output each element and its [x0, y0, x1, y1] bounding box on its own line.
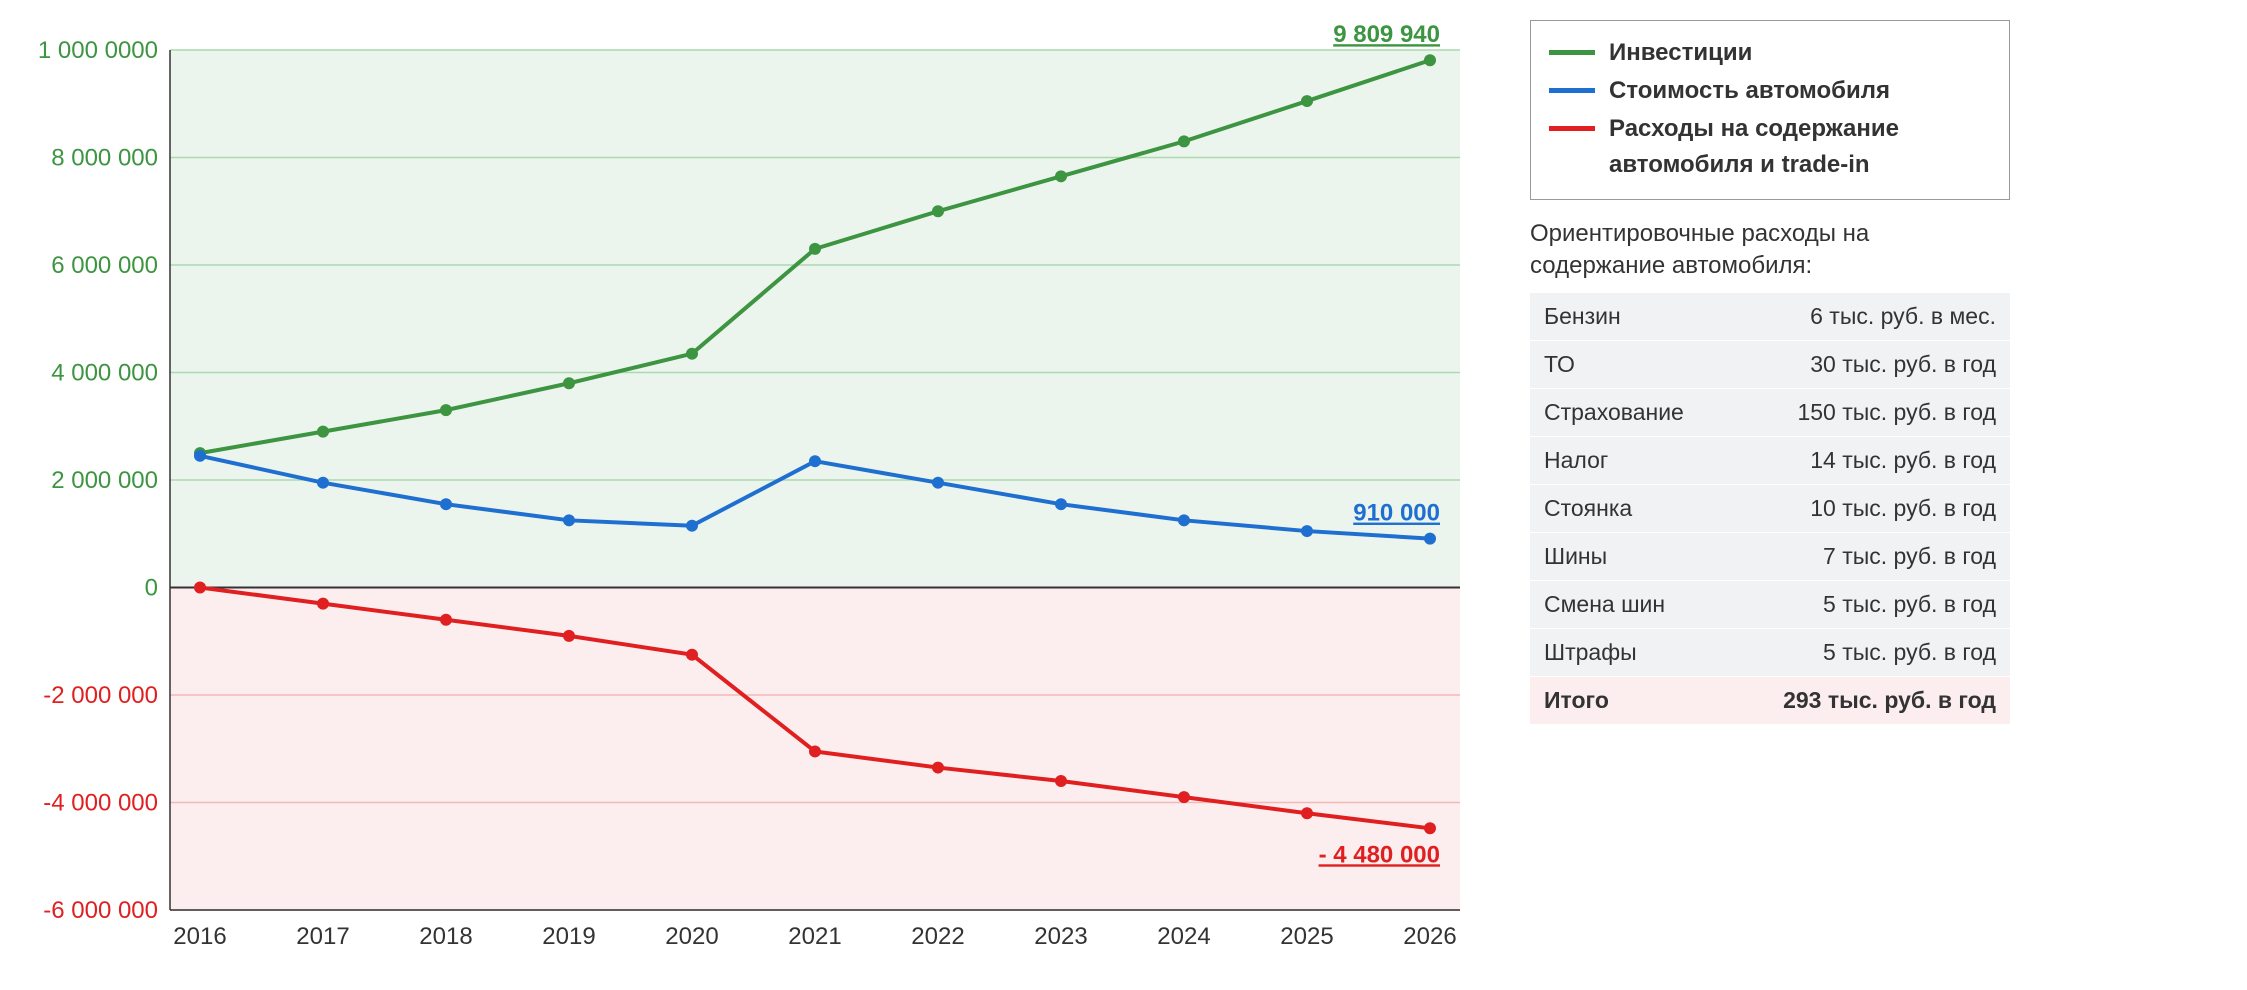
series-marker-expenses — [317, 598, 329, 610]
series-marker-expenses — [809, 745, 821, 757]
legend-swatch — [1549, 126, 1595, 131]
y-tick-label: 0 — [145, 575, 158, 602]
table-row: Смена шин5 тыс. руб. в год — [1530, 580, 2010, 628]
series-marker-car_value — [809, 455, 821, 467]
expense-value: 5 тыс. руб. в год — [1727, 580, 2010, 628]
x-tick-label: 2019 — [542, 923, 595, 950]
x-tick-label: 2022 — [911, 923, 964, 950]
legend-label: Инвестиции — [1609, 35, 1752, 71]
series-endlabel-expenses: - 4 480 000 — [1319, 841, 1440, 868]
series-marker-expenses — [1055, 775, 1067, 787]
x-tick-label: 2020 — [665, 923, 718, 950]
series-marker-car_value — [317, 477, 329, 489]
y-tick-label: 2 000 000 — [51, 467, 158, 494]
table-row: Шины7 тыс. руб. в год — [1530, 532, 2010, 580]
expense-value: 14 тыс. руб. в год — [1727, 436, 2010, 484]
series-marker-expenses — [1424, 822, 1436, 834]
y-tick-label: -2 000 000 — [43, 682, 158, 709]
series-marker-investments — [809, 243, 821, 255]
series-marker-investments — [440, 404, 452, 416]
series-marker-expenses — [1301, 807, 1313, 819]
series-marker-car_value — [1178, 514, 1190, 526]
table-row: ТО30 тыс. руб. в год — [1530, 340, 2010, 388]
y-tick-label: -6 000 000 — [43, 897, 158, 924]
positive-band — [170, 50, 1460, 588]
y-tick-label: 4 000 000 — [51, 360, 158, 387]
series-marker-expenses — [932, 762, 944, 774]
expense-name: Штрафы — [1530, 628, 1727, 676]
legend-item: Расходы на содержание автомобиля и trade… — [1549, 111, 1991, 183]
series-marker-car_value — [1424, 533, 1436, 545]
series-endlabel-investments: 9 809 940 — [1333, 21, 1440, 48]
expense-value: 7 тыс. руб. в год — [1727, 532, 2010, 580]
series-marker-investments — [1178, 135, 1190, 147]
x-tick-label: 2021 — [788, 923, 841, 950]
x-tick-label: 2016 — [173, 923, 226, 950]
line-chart: -6 000 000 -4 000 000 -2 000 000 0 2 000 000… — [20, 20, 1500, 970]
series-marker-investments — [1301, 95, 1313, 107]
legend-swatch — [1549, 50, 1595, 55]
expense-name: ТО — [1530, 340, 1727, 388]
legend-item: Стоимость автомобиля — [1549, 73, 1991, 109]
series-endlabel-car_value: 910 000 — [1353, 500, 1440, 527]
expense-value: 6 тыс. руб. в мес. — [1727, 293, 2010, 341]
series-marker-investments — [563, 377, 575, 389]
series-marker-expenses — [1178, 791, 1190, 803]
series-marker-investments — [932, 205, 944, 217]
table-row: Бензин6 тыс. руб. в мес. — [1530, 293, 2010, 341]
legend-label: Стоимость автомобиля — [1609, 73, 1890, 109]
y-tick-label: 1 000 0000 — [38, 37, 158, 64]
series-marker-investments — [317, 426, 329, 438]
expense-value: 10 тыс. руб. в год — [1727, 484, 2010, 532]
series-marker-car_value — [1055, 498, 1067, 510]
x-tick-label: 2018 — [419, 923, 472, 950]
expenses-table: Бензин6 тыс. руб. в мес.ТО30 тыс. руб. в… — [1530, 293, 2010, 725]
expense-value: 293 тыс. руб. в год — [1727, 676, 2010, 724]
series-marker-car_value — [1301, 525, 1313, 537]
x-tick-label: 2025 — [1280, 923, 1333, 950]
series-marker-investments — [1424, 54, 1436, 66]
expense-value: 5 тыс. руб. в год — [1727, 628, 2010, 676]
expense-value: 30 тыс. руб. в год — [1727, 340, 2010, 388]
expense-name: Шины — [1530, 532, 1727, 580]
series-marker-car_value — [932, 477, 944, 489]
expense-name: Итого — [1530, 676, 1727, 724]
expense-name: Стоянка — [1530, 484, 1727, 532]
expense-name: Налог — [1530, 436, 1727, 484]
x-tick-label: 2026 — [1403, 923, 1456, 950]
series-marker-car_value — [563, 514, 575, 526]
table-row: Штрафы5 тыс. руб. в год — [1530, 628, 2010, 676]
chart-area: -6 000 000 -4 000 000 -2 000 000 0 2 000 000… — [20, 20, 1500, 970]
series-marker-car_value — [194, 450, 206, 462]
table-row-total: Итого293 тыс. руб. в год — [1530, 676, 2010, 724]
legend-label: Расходы на содержание автомобиля и trade… — [1609, 111, 1991, 183]
expense-name: Бензин — [1530, 293, 1727, 341]
x-tick-label: 2023 — [1034, 923, 1087, 950]
series-marker-investments — [686, 348, 698, 360]
expenses-title: Ориентировочные расходы на содержание ав… — [1530, 218, 2010, 283]
legend: ИнвестицииСтоимость автомобиляРасходы на… — [1530, 20, 2010, 200]
layout-container: -6 000 000 -4 000 000 -2 000 000 0 2 000 000… — [20, 20, 2227, 970]
series-marker-expenses — [440, 614, 452, 626]
y-tick-label: -4 000 000 — [43, 790, 158, 817]
legend-swatch — [1549, 88, 1595, 93]
series-marker-car_value — [440, 498, 452, 510]
expense-name: Смена шин — [1530, 580, 1727, 628]
side-panel: ИнвестицииСтоимость автомобиляРасходы на… — [1530, 20, 2010, 725]
series-marker-investments — [1055, 170, 1067, 182]
legend-item: Инвестиции — [1549, 35, 1991, 71]
series-marker-expenses — [686, 649, 698, 661]
table-row: Стоянка10 тыс. руб. в год — [1530, 484, 2010, 532]
series-marker-expenses — [563, 630, 575, 642]
x-tick-label: 2024 — [1157, 923, 1210, 950]
table-row: Налог14 тыс. руб. в год — [1530, 436, 2010, 484]
expense-name: Страхование — [1530, 388, 1727, 436]
series-marker-expenses — [194, 582, 206, 594]
x-tick-label: 2017 — [296, 923, 349, 950]
series-marker-car_value — [686, 520, 698, 532]
y-tick-label: 6 000 000 — [51, 252, 158, 279]
y-tick-label: 8 000 000 — [51, 145, 158, 172]
table-row: Страхование150 тыс. руб. в год — [1530, 388, 2010, 436]
expense-value: 150 тыс. руб. в год — [1727, 388, 2010, 436]
